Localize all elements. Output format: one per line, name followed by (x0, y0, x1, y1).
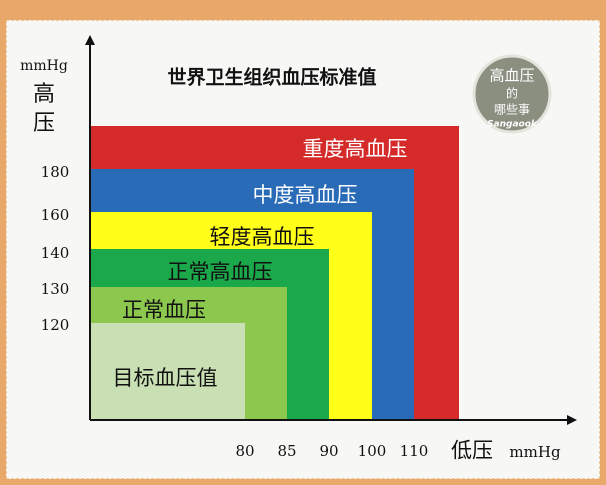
x-tick-label-110: 110 (400, 442, 429, 460)
chart-title: 世界卫生组织血压标准值 (167, 66, 376, 89)
x-axis-label: 低压 (451, 439, 493, 463)
y-axis-arrow (85, 35, 95, 45)
y-tick-label-130: 130 (41, 280, 70, 298)
y-tick-label-180: 180 (41, 163, 70, 181)
x-axis-arrow (567, 415, 577, 425)
frame-bottom-border (0, 479, 606, 485)
frame-top-border (0, 0, 606, 20)
region-high-normal-label: 正常高血压 (168, 260, 273, 284)
region-severe-label: 重度高血压 (303, 137, 408, 161)
region-target-label: 目标血压值 (113, 366, 218, 390)
y-axis-unit: mmHg (20, 58, 68, 74)
x-tick-label-85: 85 (277, 442, 296, 460)
logo-circle (472, 54, 552, 134)
region-mild-label: 轻度高血压 (210, 225, 315, 249)
y-tick-label-160: 160 (41, 206, 70, 224)
y-axis-label-char-1: 高 (33, 82, 55, 107)
x-tick-label-80: 80 (235, 442, 254, 460)
x-tick-label-100: 100 (358, 442, 387, 460)
frame-right-border (600, 0, 606, 485)
logo-brand: Sangaook (487, 120, 538, 130)
y-axis-label-char-2: 压 (33, 111, 55, 136)
region-moderate-label: 中度高血压 (253, 183, 358, 207)
logo-line-1: 高血压 (489, 67, 534, 85)
x-axis-unit: mmHg (509, 443, 561, 461)
x-tick-label-90: 90 (319, 442, 338, 460)
logo-line-2: 的 (506, 86, 518, 101)
frame-left-border (0, 0, 6, 485)
region-target-rect (90, 323, 245, 420)
region-normal-label: 正常血压 (122, 298, 206, 322)
y-tick-label-140: 140 (41, 244, 70, 262)
logo-line-3: 哪些事 (494, 103, 530, 117)
y-tick-label-120: 120 (41, 316, 70, 334)
